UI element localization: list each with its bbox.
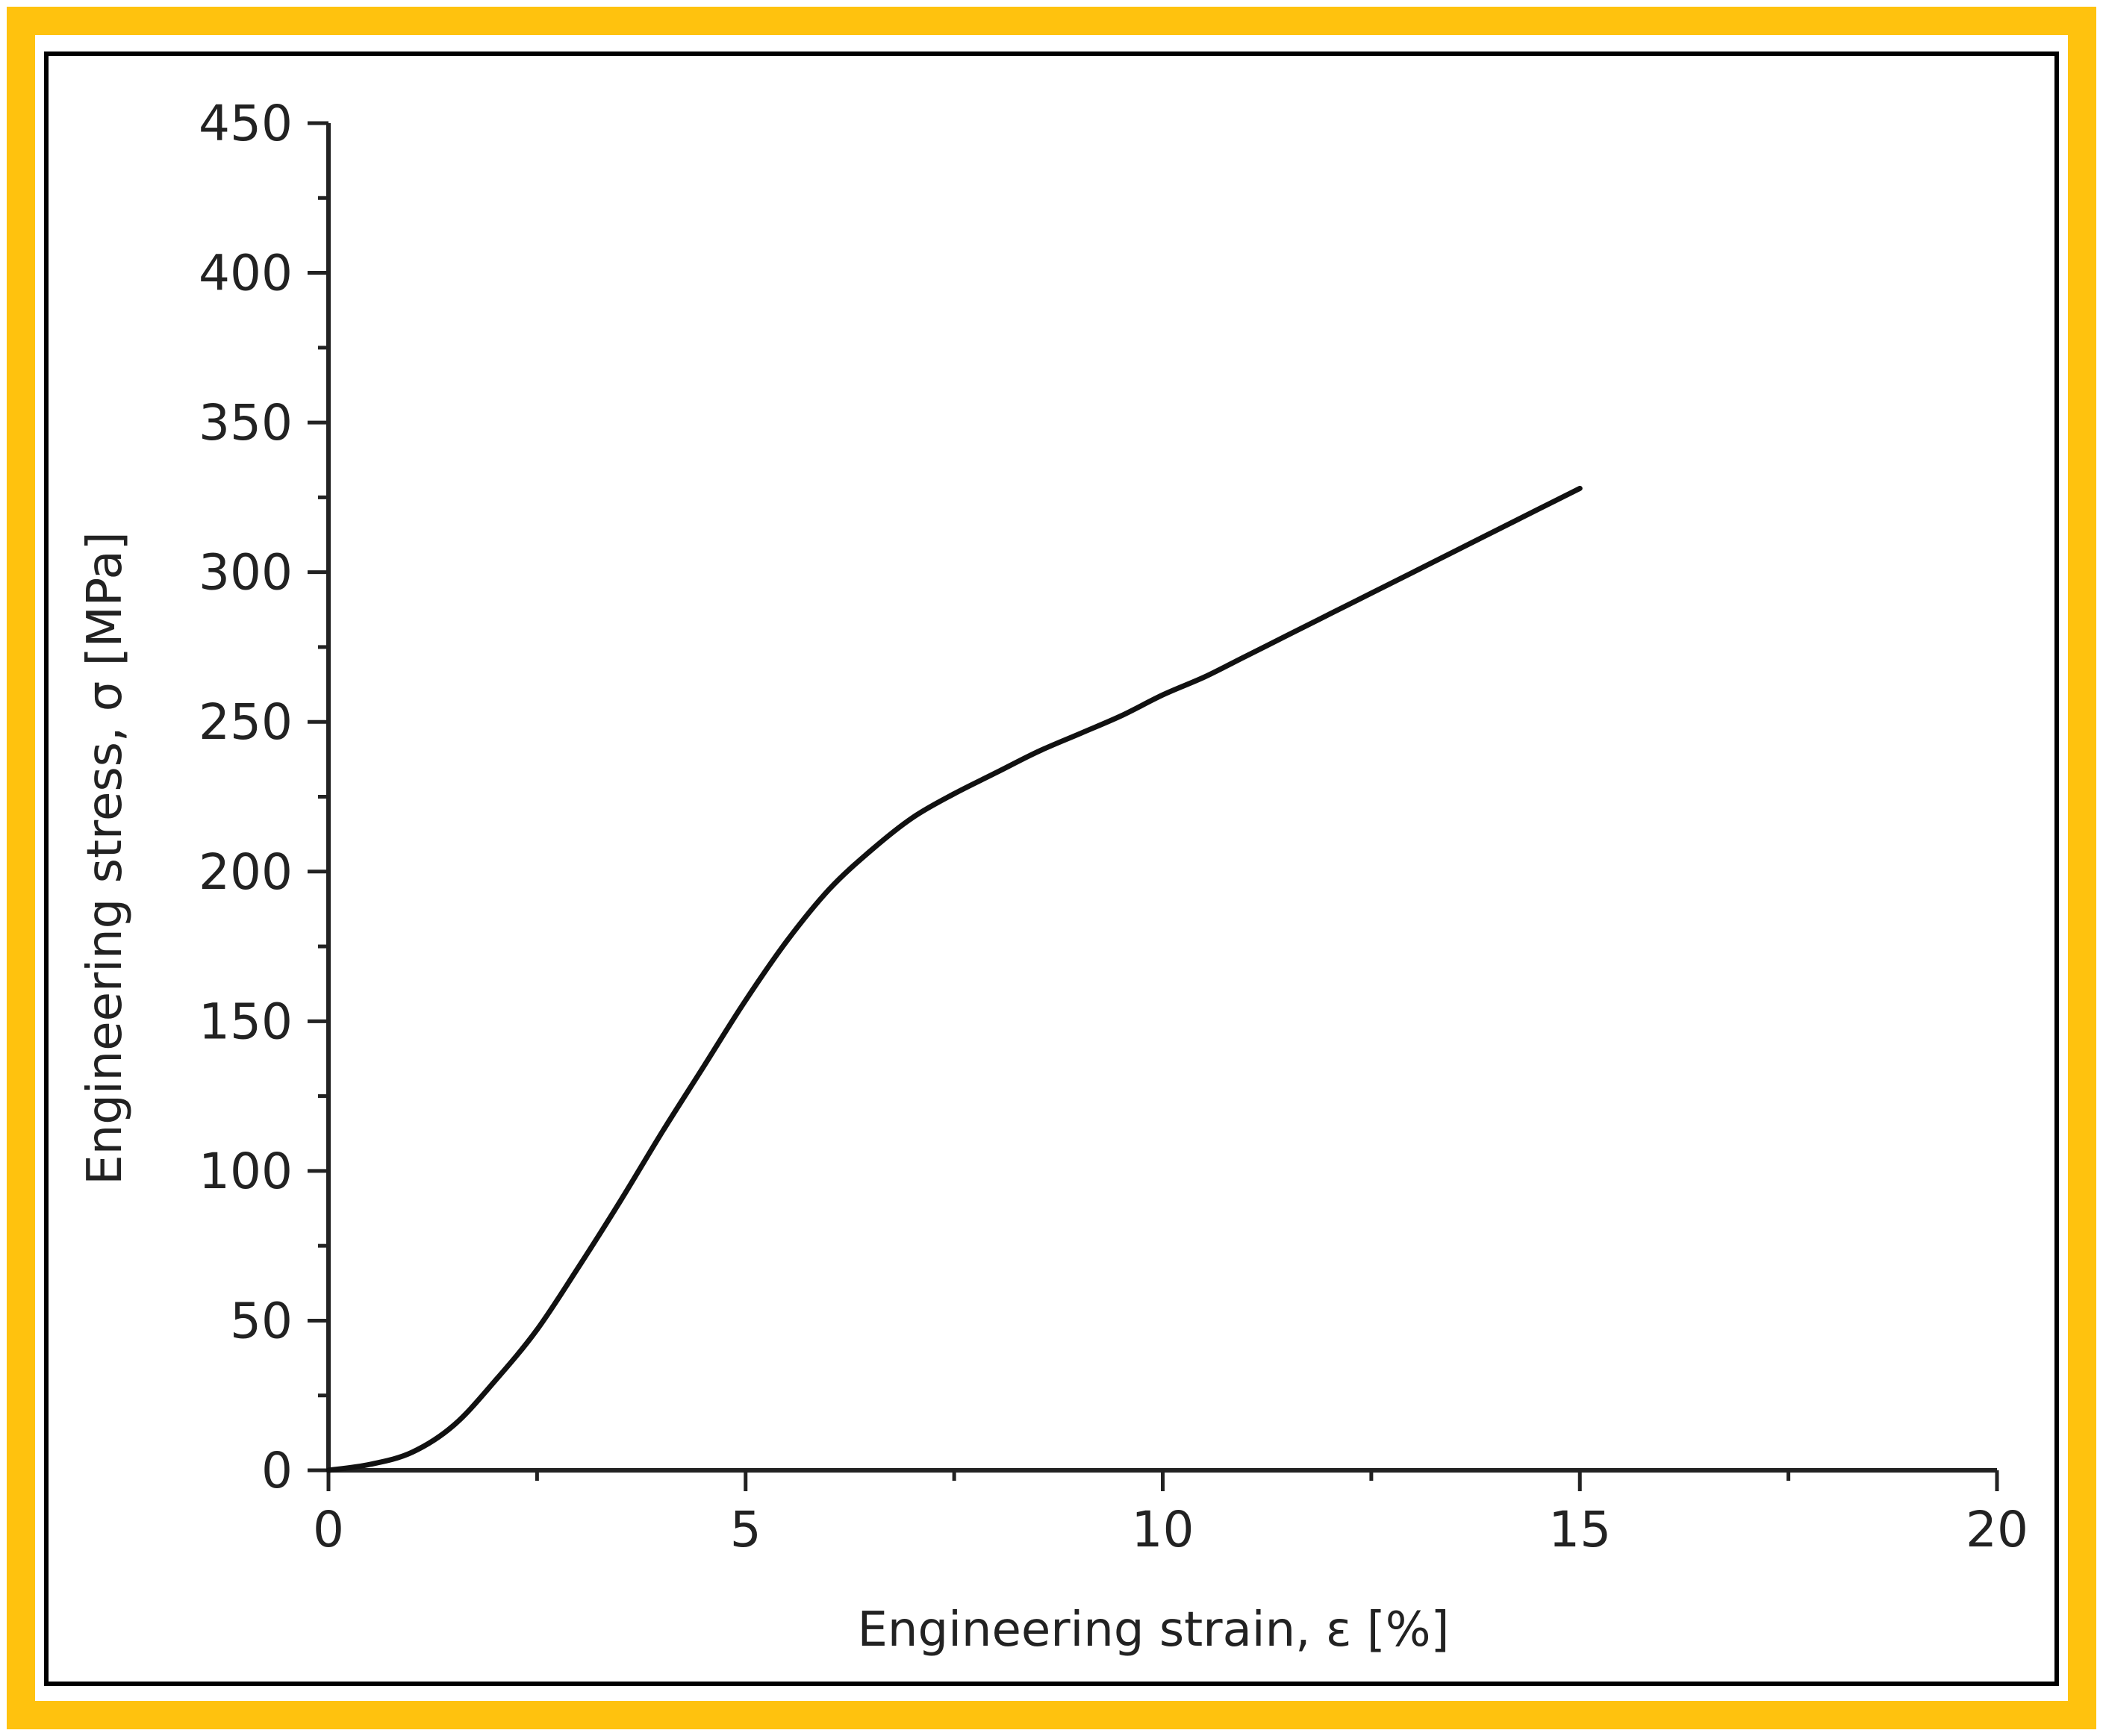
plot-area: 0 50 100 150 200 250 300 350 400 450 0 5 10 15 20	[199, 95, 2028, 1558]
y-tick-label: 100	[199, 1143, 293, 1200]
x-tick-label: 20	[1966, 1501, 2028, 1558]
x-ticks: 0 5 10 15 20	[313, 1470, 2028, 1558]
y-tick-label: 450	[199, 95, 293, 152]
y-tick-label: 0	[261, 1442, 293, 1499]
outer-frame	[7, 7, 2096, 1729]
x-tick-label: 0	[313, 1501, 344, 1558]
stress-strain-curve	[325, 485, 1583, 1473]
x-axis-title: Engineering strain, ε [%]	[857, 1602, 1449, 1658]
y-tick-label: 300	[199, 544, 293, 602]
y-tick-label: 50	[230, 1292, 293, 1349]
y-ticks: 0 50 100 150 200 250 300 350 400 450	[199, 95, 328, 1499]
inner-border	[44, 51, 2059, 1686]
y-tick-label: 350	[199, 394, 293, 452]
x-tick-label: 15	[1548, 1501, 1611, 1558]
y-tick-label: 250	[199, 693, 293, 751]
y-tick-label: 200	[199, 843, 293, 901]
y-axis-title: Engineering stress, σ [MPa]	[78, 531, 133, 1184]
y-tick-label: 400	[199, 245, 293, 302]
y-tick-label: 150	[199, 993, 293, 1050]
x-tick-label: 10	[1132, 1501, 1194, 1558]
x-tick-label: 5	[730, 1501, 761, 1558]
